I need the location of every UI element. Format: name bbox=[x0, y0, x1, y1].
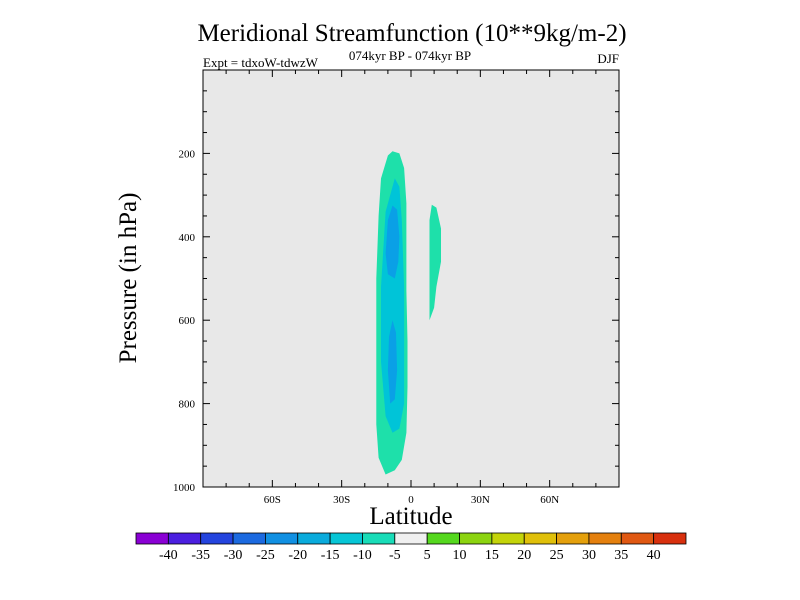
colorbar-label: -25 bbox=[256, 548, 275, 563]
colorbar-label: -5 bbox=[389, 548, 401, 563]
colorbar-box bbox=[362, 532, 396, 545]
colorbar-label: 30 bbox=[582, 548, 596, 563]
y-tick-label: 800 bbox=[179, 399, 196, 411]
colorbar-box bbox=[394, 532, 428, 545]
x-tick-label: 60S bbox=[264, 494, 281, 506]
colorbar: -40 -35 -30 -25 -20 -15 -10 -5 5 10 15 20 25 30 35 40 bbox=[135, 532, 687, 563]
colorbar-label: -15 bbox=[321, 548, 340, 563]
y-axis-label: Pressure (in hPa) bbox=[115, 193, 142, 364]
plot-area: 60S 30S 0 30N 60N 200 400 600 800 1000 bbox=[173, 69, 620, 506]
chart-title: Meridional Streamfunction (10**9kg/m-2) bbox=[197, 20, 626, 47]
colorbar-box bbox=[588, 532, 622, 545]
colorbar-box bbox=[167, 532, 202, 545]
contour-region-cell-nh-weak bbox=[429, 204, 441, 321]
x-tick-label: 30S bbox=[333, 494, 350, 506]
colorbar-box bbox=[265, 532, 299, 545]
contour-region-cell-sh-core-upper bbox=[385, 205, 400, 279]
colorbar-box bbox=[523, 532, 557, 545]
left-label: Expt = tdxoW-tdwzW bbox=[203, 55, 319, 70]
colorbar-label: 25 bbox=[550, 548, 564, 563]
colorbar-box bbox=[653, 532, 687, 545]
colorbar-box bbox=[491, 532, 525, 545]
x-tick-label: 60N bbox=[540, 494, 559, 506]
colorbar-label: 10 bbox=[453, 548, 467, 563]
contour-region-cell-sh-core-lower bbox=[387, 320, 398, 404]
x-axis-ticks: 60S 30S 0 30N 60N bbox=[202, 70, 620, 506]
plot-background bbox=[203, 70, 619, 487]
x-tick-label: 0 bbox=[408, 494, 414, 506]
colorbar-label: 5 bbox=[424, 548, 431, 563]
colorbar-label: -40 bbox=[159, 548, 178, 563]
colorbar-box bbox=[297, 532, 331, 545]
colorbar-label: 35 bbox=[614, 548, 628, 563]
colorbar-box bbox=[232, 532, 266, 545]
y-tick-label: 1000 bbox=[173, 482, 196, 494]
colorbar-label: -35 bbox=[191, 548, 210, 563]
colorbar-box bbox=[329, 532, 363, 545]
colorbar-label: 15 bbox=[485, 548, 499, 563]
colorbar-label: -20 bbox=[288, 548, 307, 563]
center-label: 074kyr BP - 074kyr BP bbox=[349, 48, 471, 63]
right-label: DJF bbox=[597, 51, 619, 66]
x-axis-label: Latitude bbox=[369, 503, 452, 530]
y-tick-label: 200 bbox=[179, 148, 196, 160]
contour-layer bbox=[376, 151, 441, 475]
y-tick-label: 400 bbox=[179, 232, 196, 244]
colorbar-box bbox=[620, 532, 655, 545]
y-tick-label: 600 bbox=[179, 315, 196, 327]
colorbar-box bbox=[459, 532, 493, 545]
colorbar-label: -10 bbox=[353, 548, 372, 563]
colorbar-box bbox=[200, 532, 234, 545]
colorbar-label: 20 bbox=[517, 548, 531, 563]
y-axis-ticks: 200 400 600 800 1000 bbox=[173, 69, 619, 494]
x-tick-label: 30N bbox=[471, 494, 490, 506]
colorbar-box bbox=[426, 532, 460, 545]
colorbar-label: 40 bbox=[647, 548, 661, 563]
colorbar-box bbox=[135, 532, 169, 545]
colorbar-box bbox=[556, 532, 590, 545]
colorbar-label: -30 bbox=[224, 548, 243, 563]
